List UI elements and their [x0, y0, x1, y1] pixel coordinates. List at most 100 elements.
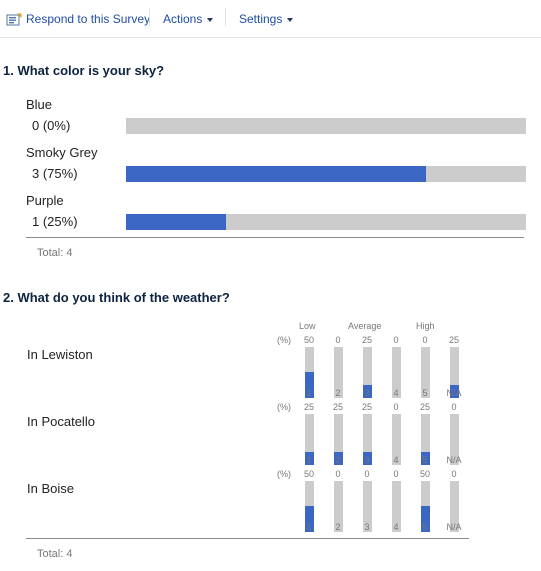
survey-toolbar: Respond to this Survey Actions Settings [0, 0, 541, 38]
rating-percent-value: 0 [393, 335, 399, 345]
option-count: 3 (75%) [32, 166, 78, 181]
rating-percent-value: 0 [364, 469, 370, 479]
actions-menu[interactable]: Actions [163, 10, 214, 28]
settings-menu[interactable]: Settings [239, 10, 294, 28]
actions-label: Actions [163, 12, 203, 26]
option-count: 1 (25%) [32, 214, 78, 229]
rating-bar-fill [363, 452, 372, 465]
scale-high-label: High [416, 321, 435, 331]
option-bar-track [126, 118, 526, 134]
rating-column-label: 3 [364, 522, 370, 532]
rating-column-label: 2 [335, 388, 341, 398]
rating-percent-value: 0 [451, 469, 457, 479]
percent-tag: (%) [277, 402, 291, 412]
rating-row-label: In Pocatello [27, 414, 95, 429]
option-bar-fill [126, 214, 226, 230]
divider [26, 538, 469, 539]
rating-column-label: 4 [393, 455, 399, 465]
rating-bar-track [363, 347, 372, 398]
option-count: 0 (0%) [32, 118, 71, 133]
percent-tag: (%) [277, 469, 291, 479]
rating-bar-track [305, 414, 314, 465]
question-2-total: Total: 4 [37, 548, 73, 560]
rating-bar-track [305, 481, 314, 532]
rating-column-label: 1 [306, 388, 312, 398]
rating-column-label: 1 [306, 455, 312, 465]
question-1-total: Total: 4 [37, 247, 73, 259]
toolbar-separator [149, 8, 150, 26]
rating-bar-track [450, 347, 459, 398]
rating-column-label: N/A [446, 522, 462, 532]
option-bar-track [126, 214, 526, 230]
rating-row-label: In Lewiston [27, 347, 93, 362]
option-bar-track [126, 166, 526, 182]
scale-average-label: Average [348, 321, 382, 331]
question-1-title: 1. What color is your sky? [3, 63, 165, 78]
rating-bar-fill [305, 452, 314, 465]
option-label: Smoky Grey [26, 145, 98, 160]
option-label: Blue [26, 97, 53, 112]
rating-column-label: 3 [364, 455, 370, 465]
chevron-down-icon [287, 17, 294, 22]
rating-bar-track [392, 414, 401, 465]
rating-percent-value: 25 [303, 402, 314, 412]
rating-bar-fill [363, 385, 372, 398]
rating-percent-value: 25 [419, 402, 430, 412]
rating-bar-track [334, 347, 343, 398]
scale-low-label: Low [299, 321, 316, 331]
option-label: Purple [26, 193, 64, 208]
rating-percent-value: 25 [332, 402, 343, 412]
rating-bar-fill [305, 506, 314, 532]
rating-percent-value: 0 [393, 402, 399, 412]
rating-bar-track [450, 414, 459, 465]
rating-bar-fill [421, 452, 430, 465]
rating-bar-fill [305, 372, 314, 398]
question-2-title: 2. What do you think of the weather? [3, 290, 230, 305]
rating-bar-track [334, 481, 343, 532]
rating-bar-track [392, 347, 401, 398]
rating-percent-value: 0 [451, 402, 457, 412]
rating-percent-value: 0 [393, 469, 399, 479]
rating-column-label: 1 [306, 522, 312, 532]
rating-column-label: 4 [393, 388, 399, 398]
survey-icon [6, 13, 22, 26]
respond-label: Respond to this Survey [26, 12, 151, 26]
chevron-down-icon [207, 17, 214, 22]
rating-column-label: 5 [422, 455, 428, 465]
respond-to-survey-link[interactable]: Respond to this Survey [6, 10, 150, 28]
rating-bar-fill [450, 385, 459, 398]
rating-percent-value: 50 [419, 469, 430, 479]
rating-bar-track [392, 481, 401, 532]
rating-bar-track [363, 414, 372, 465]
percent-tag: (%) [277, 335, 291, 345]
rating-bar-track [305, 347, 314, 398]
rating-bar-track [421, 481, 430, 532]
rating-column-label: 4 [393, 522, 399, 532]
rating-row-label: In Boise [27, 481, 74, 496]
rating-bar-fill [334, 452, 343, 465]
rating-bar-track [450, 481, 459, 532]
option-bar-fill [126, 166, 426, 182]
rating-bar-fill [421, 506, 430, 532]
rating-column-label: 5 [422, 388, 428, 398]
rating-column-label: 5 [422, 522, 428, 532]
toolbar-separator [225, 8, 226, 26]
rating-percent-value: 25 [448, 335, 459, 345]
rating-bar-track [363, 481, 372, 532]
rating-percent-value: 25 [361, 402, 372, 412]
rating-percent-value: 25 [361, 335, 372, 345]
divider [26, 237, 524, 238]
rating-column-label: 2 [335, 455, 341, 465]
rating-percent-value: 0 [422, 335, 428, 345]
rating-bar-track [421, 414, 430, 465]
rating-column-label: N/A [446, 388, 462, 398]
rating-percent-value: 50 [303, 469, 314, 479]
rating-column-label: 3 [364, 388, 370, 398]
rating-bar-track [421, 347, 430, 398]
rating-column-label: N/A [446, 455, 462, 465]
rating-column-label: 2 [335, 522, 341, 532]
rating-percent-value: 50 [303, 335, 314, 345]
rating-bar-track [334, 414, 343, 465]
rating-percent-value: 0 [335, 469, 341, 479]
rating-percent-value: 0 [335, 335, 341, 345]
